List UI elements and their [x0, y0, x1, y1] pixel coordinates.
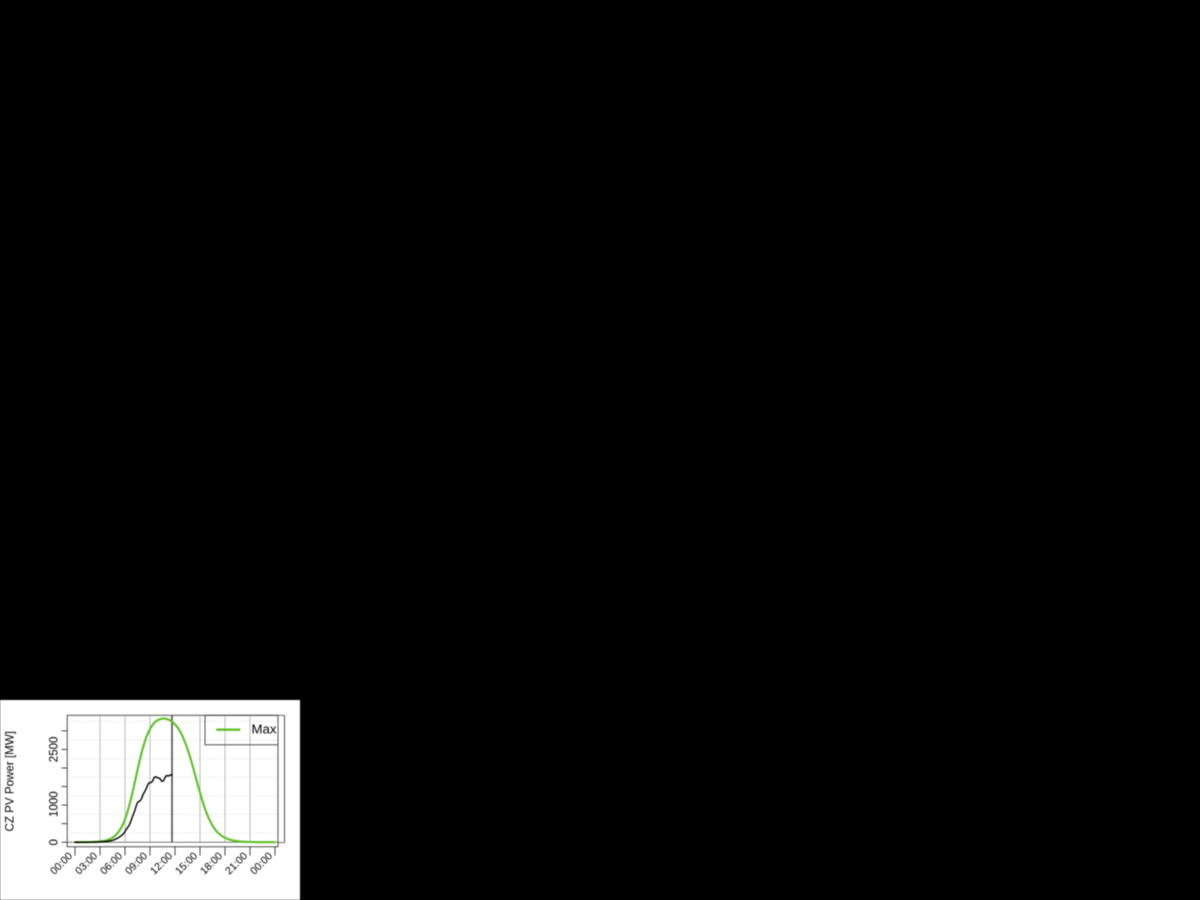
svg-text:09:00: 09:00	[123, 850, 150, 877]
svg-text:0: 0	[49, 839, 61, 845]
svg-text:18:00: 18:00	[198, 850, 225, 877]
svg-text:1000: 1000	[49, 791, 61, 817]
svg-text:00:00: 00:00	[48, 850, 75, 877]
svg-text:12:00: 12:00	[148, 850, 175, 877]
svg-text:15:00: 15:00	[173, 850, 200, 877]
svg-text:03:00: 03:00	[73, 850, 100, 877]
svg-text:CZ PV Power [MW]: CZ PV Power [MW]	[3, 731, 16, 832]
svg-text:Max: Max	[252, 721, 277, 736]
svg-text:00:00: 00:00	[248, 850, 275, 877]
svg-text:06:00: 06:00	[98, 850, 125, 877]
svg-text:2500: 2500	[49, 737, 61, 763]
svg-text:21:00: 21:00	[223, 850, 250, 877]
